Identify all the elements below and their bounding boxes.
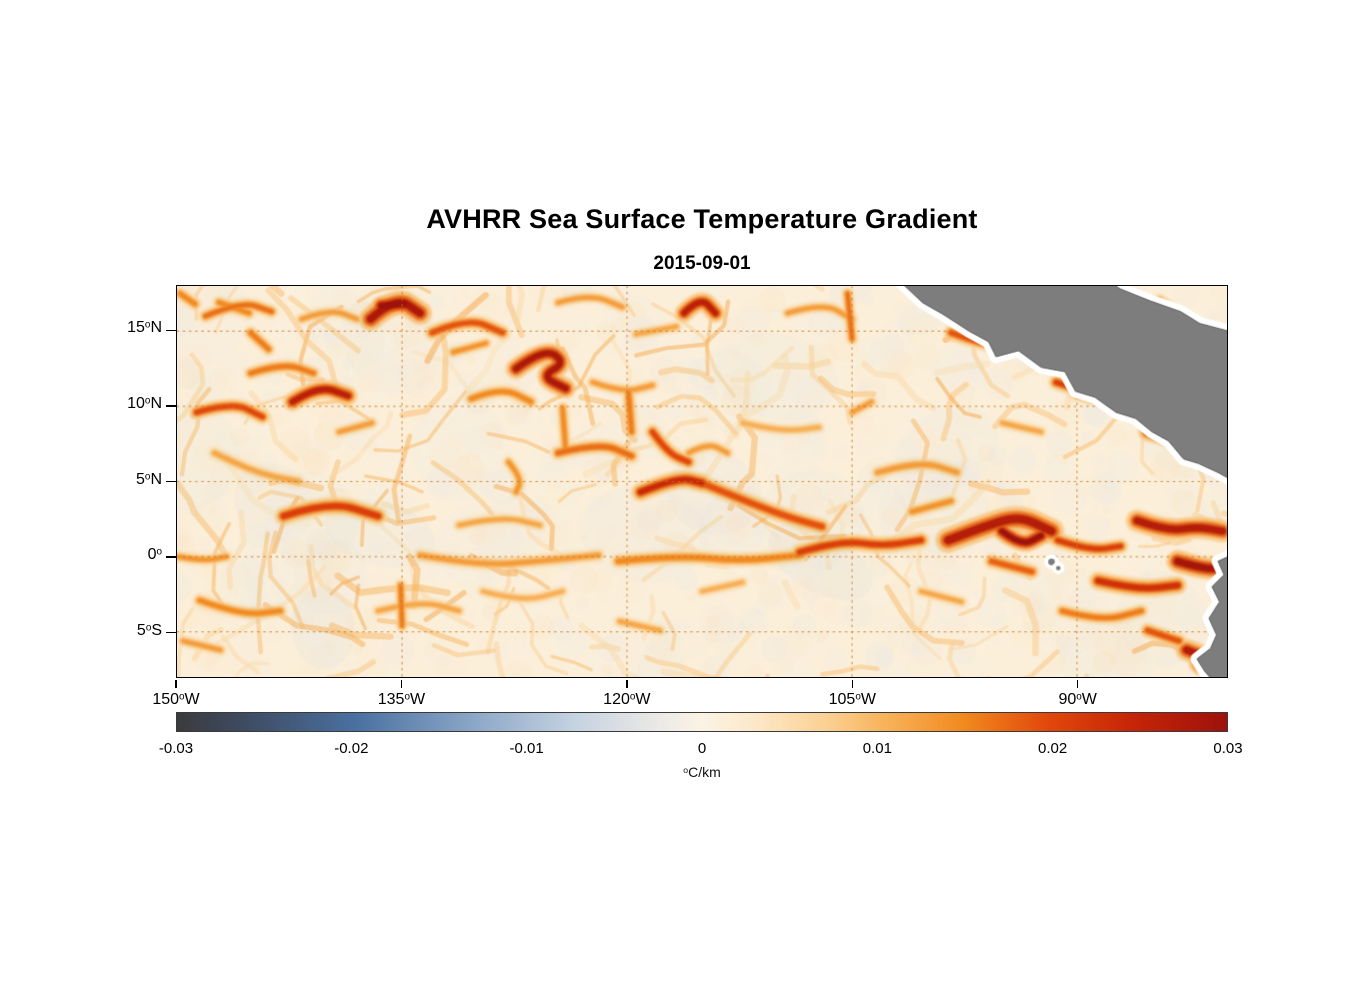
map-plot-area <box>176 285 1228 678</box>
y-tick-label: 5oN <box>136 470 162 488</box>
y-tick-label: 5oS <box>136 621 162 639</box>
colorbar-tick-label: -0.02 <box>334 740 369 757</box>
x-tick-mark <box>175 679 177 688</box>
figure-date-subtitle: 2015-09-01 <box>653 253 751 274</box>
y-tick-mark <box>166 480 176 483</box>
sst-gradient-heatmap <box>177 286 1227 677</box>
x-tick-label: 150oW <box>152 691 200 708</box>
y-tick-mark <box>166 405 176 407</box>
x-tick-label: 135oW <box>377 691 426 708</box>
x-tick-mark <box>851 679 854 688</box>
colorbar-tick-label: 0.03 <box>1213 740 1243 757</box>
y-tick-label: 10oN <box>127 394 162 412</box>
x-tick-mark <box>400 679 403 688</box>
colorbar-tick-label: 0.01 <box>862 740 892 757</box>
colorbar-tick-label: 0.02 <box>1038 740 1068 757</box>
x-tick-label: 105oW <box>828 691 876 708</box>
figure-title: AVHRR Sea Surface Temperature Gradient <box>426 204 978 234</box>
x-tick-label: 90oW <box>1058 691 1097 708</box>
y-tick-label: 0o <box>147 546 162 564</box>
colorbar-tick-label: 0 <box>697 740 707 757</box>
x-tick-mark <box>626 679 628 688</box>
x-tick-mark <box>1076 679 1079 688</box>
y-tick-mark <box>166 556 176 558</box>
colorbar <box>176 712 1228 732</box>
colorbar-tick-label: -0.03 <box>158 740 194 757</box>
x-tick-label: 120oW <box>603 691 651 708</box>
colorbar-unit-label: oC/km <box>683 764 721 780</box>
y-tick-mark <box>166 329 176 332</box>
y-tick-label: 15oN <box>127 319 162 337</box>
colorbar-tick-label: -0.01 <box>509 740 544 757</box>
y-tick-mark <box>166 631 176 634</box>
